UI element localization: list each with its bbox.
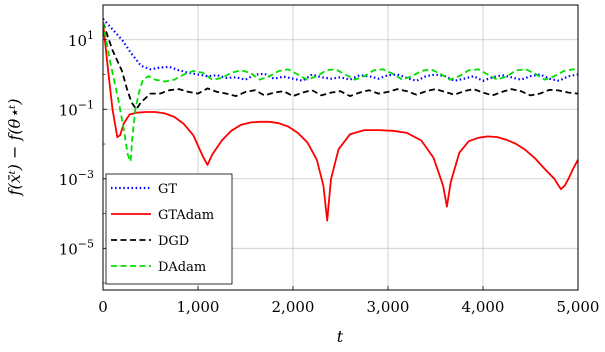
plot-frame: [102, 4, 579, 291]
legend-label-gtadam: GTAdam: [158, 208, 214, 223]
legend-box: [105, 173, 233, 285]
x-tick-label: 5,000: [557, 298, 600, 316]
x-tick-label: 3,000: [367, 298, 410, 316]
y-tick-label: 101: [68, 29, 94, 50]
x-tick-label: 0: [98, 298, 108, 316]
y-axis-label: f(x̄ᵗ) − f(θ⋆ᵗ): [5, 99, 24, 197]
legend: GT GTAdam DGD DAdam: [105, 173, 233, 285]
series-line-dadam: [103, 22, 578, 163]
legend-label-dadam: DAdam: [158, 260, 206, 275]
y-tick-label: 10−3: [59, 168, 94, 189]
series-line-gtadam: [103, 22, 578, 222]
x-tick-label: 4,000: [462, 298, 505, 316]
series-layer: [103, 18, 578, 222]
x-tick-label: 2,000: [272, 298, 315, 316]
x-axis-label: t: [337, 327, 344, 346]
tick-labels: 0 1,000 2,000 3,000 4,000 5,000 101 10−1 10−3 10−…: [59, 29, 600, 316]
series-line-gt: [103, 18, 578, 82]
series-line-dgd: [103, 22, 578, 111]
legend-label-dgd: DGD: [158, 234, 189, 249]
x-tick-label: 1,000: [177, 298, 220, 316]
y-tick-label: 10−1: [59, 98, 94, 119]
legend-label-gt: GT: [158, 182, 177, 197]
y-tick-label: 10−5: [59, 237, 94, 258]
